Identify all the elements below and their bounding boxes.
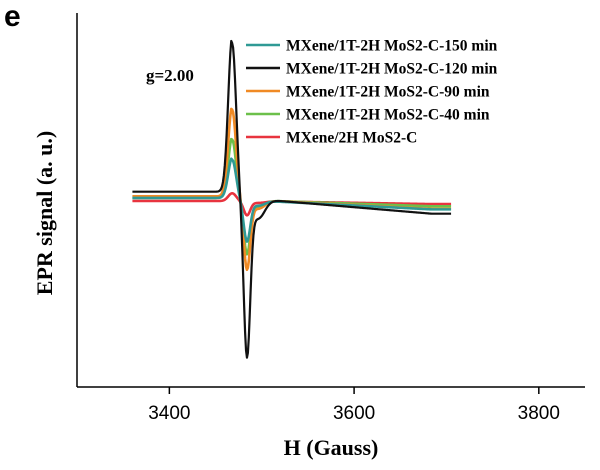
x-tick-label: 3800 <box>518 403 560 424</box>
x-tick-label: 3600 <box>333 403 375 424</box>
legend-label: MXene/2H MoS2-C <box>286 130 417 147</box>
x-ticks: 3400 3600 3800 <box>148 387 560 424</box>
legend-label: MXene/1T-2H MoS2-C-120 min <box>286 61 498 78</box>
g-value-annotation: g=2.00 <box>146 66 194 85</box>
x-axis-title: H (Gauss) <box>284 435 379 460</box>
legend-label: MXene/1T-2H MoS2-C-40 min <box>286 107 490 124</box>
plot-area <box>76 13 585 388</box>
panel-label: e <box>4 0 21 33</box>
legend: MXene/1T-2H MoS2-C-150 min MXene/1T-2H Mo… <box>246 38 498 147</box>
legend-label: MXene/1T-2H MoS2-C-90 min <box>286 84 490 101</box>
y-axis-title: EPR signal (a. u.) <box>32 131 57 295</box>
x-tick-label: 3400 <box>148 403 190 424</box>
legend-label: MXene/1T-2H MoS2-C-150 min <box>286 38 498 55</box>
series-lines <box>132 39 452 359</box>
series-line-1 <box>132 39 452 359</box>
